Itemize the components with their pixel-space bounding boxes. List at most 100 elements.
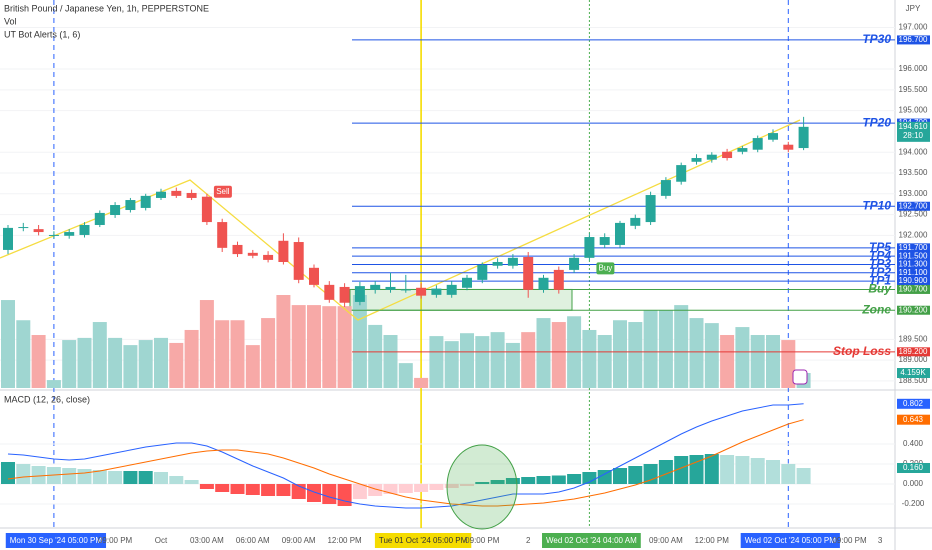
- time-label-box: [5, 533, 107, 548]
- candle-body: [201, 196, 212, 223]
- x-tick-label: Tue 01 Oct '24 05:00 PM: [379, 536, 468, 545]
- histogram-bar: [169, 476, 184, 484]
- level-value-box: [897, 305, 930, 315]
- volume-bar: [643, 310, 658, 388]
- volume-bar: [261, 318, 276, 388]
- volume-bar: [383, 335, 398, 388]
- volume-bar: [62, 340, 77, 388]
- y-tick-label: 195.500: [899, 85, 928, 94]
- level-value: 192.700: [899, 201, 928, 210]
- y-tick-label: 197.000: [899, 23, 928, 32]
- volume-bar: [169, 342, 184, 388]
- level-value: 189.200: [899, 347, 928, 356]
- level-name: TP20: [862, 115, 891, 129]
- histogram-bar: [92, 470, 107, 484]
- volume-bar: [199, 300, 214, 388]
- front-layer: 197.000 196.000 195.500 195.000 194.000 193.5…: [3, 23, 930, 548]
- level-value-box: [897, 243, 930, 253]
- candle-body: [354, 286, 365, 302]
- volume-bar: [307, 305, 321, 388]
- histogram-bar: [184, 480, 199, 484]
- candle-body: [125, 200, 136, 211]
- histogram-bar: [475, 482, 490, 484]
- histogram-bar: [322, 484, 337, 504]
- candle-body: [783, 144, 794, 150]
- candle-body: [416, 287, 427, 296]
- level-name: TP2: [869, 265, 891, 279]
- level-value: 190.200: [899, 305, 928, 314]
- candle-body: [247, 252, 258, 256]
- candle-body: [752, 138, 763, 150]
- histogram-bar: [460, 484, 474, 486]
- candle-body: [737, 148, 748, 152]
- volume-bar: [215, 320, 230, 388]
- level-value: 190.700: [899, 285, 928, 294]
- candle-body: [339, 286, 350, 303]
- y-tick-label: 193.500: [899, 168, 928, 177]
- level-value-box: [897, 259, 930, 269]
- candle-body: [171, 190, 182, 196]
- time-label-box: [374, 533, 472, 548]
- candle-body: [691, 158, 702, 162]
- candle-body: [584, 237, 595, 258]
- level-value-box: [897, 201, 930, 211]
- candle-body: [477, 264, 488, 280]
- volume-bar: [154, 337, 168, 388]
- macd-value-box: [897, 414, 930, 425]
- histogram-bar: [628, 466, 643, 484]
- histogram-bar: [414, 484, 429, 492]
- candle-body: [507, 257, 518, 266]
- alert-icon[interactable]: [792, 369, 808, 385]
- level-name: TP1: [869, 273, 891, 287]
- signal-tag: [596, 262, 615, 275]
- x-tick-label: 09:00 PM: [832, 536, 867, 545]
- histogram-bar: [261, 484, 276, 496]
- volume-bar: [398, 363, 413, 388]
- candle-body: [3, 227, 13, 250]
- candle-body: [722, 151, 733, 159]
- y-tick-label: 0.400: [903, 439, 924, 448]
- volume-bar: [352, 295, 367, 388]
- level-name: Stop Loss: [833, 344, 891, 358]
- buy-zone: [349, 288, 573, 311]
- y-tick-label: 192.500: [899, 210, 928, 219]
- histogram-bar: [750, 458, 765, 484]
- currency: JPY: [906, 4, 921, 13]
- y-tick-label: 189.500: [899, 334, 928, 343]
- volume-bar: [689, 318, 704, 388]
- volume-bar: [184, 329, 199, 388]
- histogram-bar: [689, 455, 704, 484]
- histogram-bar: [429, 484, 444, 490]
- candle-body: [462, 277, 472, 288]
- macd-value: 0.643: [903, 415, 924, 424]
- candle-body: [18, 227, 29, 229]
- level-value-box: [897, 35, 930, 45]
- candle-body: [446, 284, 457, 295]
- volume-bar: [429, 336, 444, 388]
- x-tick-label: 09:00 AM: [649, 536, 683, 545]
- candle-body: [33, 229, 44, 233]
- level-value: 191.700: [899, 243, 928, 252]
- volume-bar: [138, 340, 153, 388]
- volume-bar: [582, 329, 597, 388]
- macd-value: 0.160: [903, 463, 924, 472]
- level-value-box: [897, 276, 930, 286]
- candle-body: [324, 284, 335, 300]
- candle-body: [400, 289, 411, 291]
- candle-body: [645, 195, 656, 223]
- volume-bar: [92, 322, 107, 388]
- volume-bar: [77, 337, 92, 388]
- histogram-bar: [16, 464, 31, 484]
- signal-label: Sell: [216, 187, 230, 196]
- time-label-box: [740, 533, 840, 548]
- candle-body: [492, 261, 503, 266]
- candle-body: [110, 205, 121, 216]
- histogram-bar: [674, 456, 689, 484]
- level-name: Buy: [868, 282, 892, 296]
- histogram-bar: [490, 480, 505, 484]
- volume-bar: [230, 320, 245, 388]
- macd-value-box: [897, 398, 930, 409]
- volume-bar: [490, 332, 505, 388]
- candle-body: [370, 284, 381, 290]
- last-price-box: [897, 121, 930, 142]
